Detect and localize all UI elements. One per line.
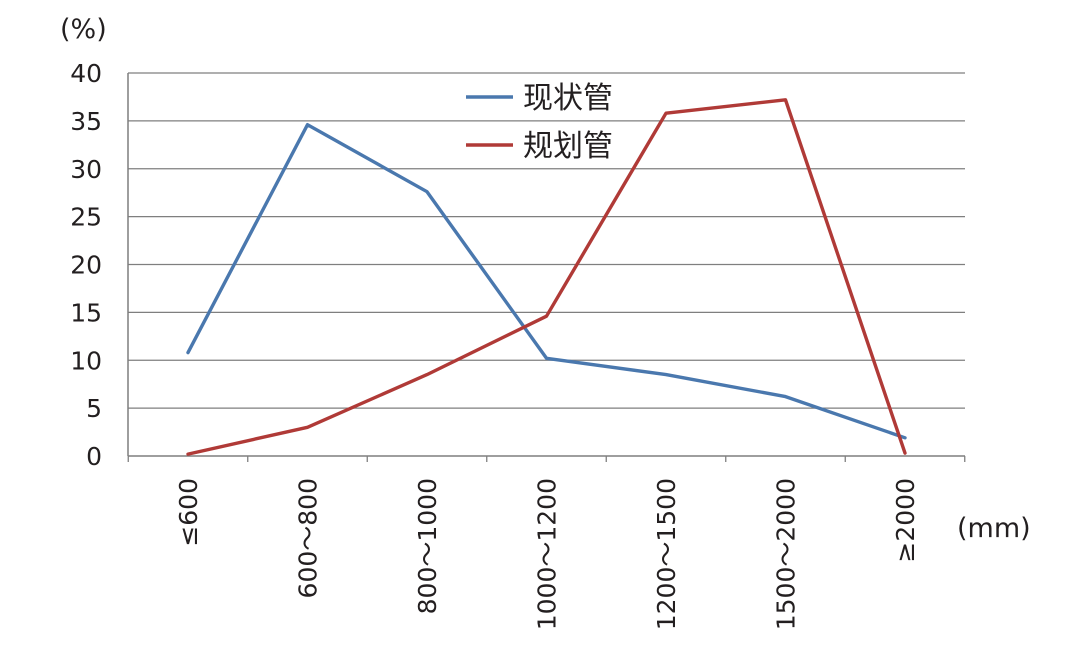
- x-tick-label: 1500～2000: [772, 478, 801, 630]
- x-tick-label: 1200～1500: [652, 478, 681, 630]
- grid: [128, 72, 965, 409]
- y-tick-labels: 0 5 10 15 20 25 30 35 40: [70, 59, 102, 471]
- y-tick-label: 40: [70, 59, 102, 88]
- axes: [127, 73, 966, 462]
- y-tick-label: 10: [70, 346, 102, 375]
- series-line-2: [186, 98, 907, 456]
- x-tick-label: 600～800: [294, 478, 323, 598]
- x-tick-label: ≤600: [174, 478, 203, 547]
- y-tick-label: 35: [70, 107, 102, 136]
- series-lines: [186, 98, 907, 456]
- series-line-1: [186, 122, 907, 440]
- x-tick-label: 1000～1200: [533, 478, 562, 630]
- x-tick-label: 800～1000: [413, 478, 442, 614]
- y-tick-label: 30: [70, 155, 102, 184]
- y-tick-label: 0: [86, 442, 102, 471]
- legend-label: 现状管: [523, 81, 613, 116]
- x-tick-label: ≥2000: [891, 478, 920, 563]
- y-tick-label: 15: [70, 298, 102, 327]
- y-tick-label: 5: [86, 394, 102, 423]
- x-tick-labels: ≤600 600～800 800～1000 1000～1200 1200～1500 150…: [174, 478, 920, 630]
- y-axis-unit: (%): [60, 14, 107, 45]
- y-tick-label: 20: [70, 251, 102, 280]
- legend-label: 规划管: [523, 129, 613, 164]
- y-tick-label: 25: [70, 203, 102, 232]
- x-axis-unit: (mm): [957, 513, 1031, 544]
